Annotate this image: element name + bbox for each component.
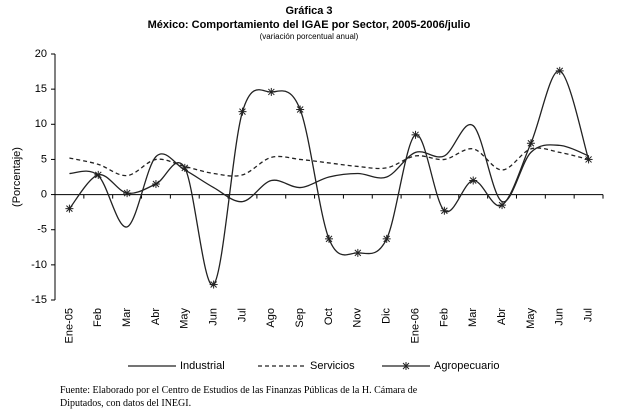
legend-label: Agropecuario — [434, 360, 499, 372]
marker-stroke — [267, 88, 275, 96]
point-marker — [151, 180, 160, 189]
marker-stroke — [402, 362, 410, 370]
y-tick-label: -10 — [31, 259, 47, 271]
point-marker — [353, 248, 362, 257]
marker-stroke — [296, 106, 304, 113]
x-tick-label: Ene-05 — [63, 308, 75, 343]
series-line — [69, 147, 589, 177]
chart-title: Gráfica 3 — [285, 5, 332, 17]
x-tick-label: Nov — [352, 308, 364, 328]
marker-stroke — [354, 249, 362, 257]
point-marker — [584, 155, 593, 164]
legend-marker — [402, 362, 410, 370]
point-marker — [267, 87, 276, 96]
marker-stroke — [469, 177, 477, 184]
point-marker — [296, 105, 305, 114]
marker-stroke — [498, 201, 506, 209]
point-marker — [382, 234, 391, 243]
x-tick-label: Dic — [381, 308, 393, 324]
marker-stroke — [383, 235, 391, 243]
x-tick-label: May — [525, 308, 537, 329]
marker-stroke — [152, 180, 160, 188]
chart-subtitle: México: Comportamiento del IGAE por Sect… — [148, 19, 471, 31]
x-tick-label: Ene-06 — [409, 308, 421, 343]
y-tick-label: 0 — [41, 188, 47, 200]
chart-subtitle: (variación porcentual anual) — [260, 32, 359, 41]
y-axis-label: (Porcentaje) — [11, 147, 23, 207]
point-marker — [209, 280, 218, 289]
marker-stroke — [585, 156, 592, 163]
point-marker — [94, 170, 103, 179]
marker-stroke — [527, 139, 535, 147]
x-tick-label: Jun — [554, 308, 566, 326]
x-tick-label: Jul — [582, 308, 594, 322]
marker-stroke — [325, 235, 333, 243]
x-tick-label: May — [179, 308, 191, 329]
x-tick-label: Mar — [467, 308, 479, 327]
x-tick-label: Sep — [294, 308, 306, 328]
point-marker — [123, 189, 132, 198]
x-tick-label: Oct — [323, 308, 335, 325]
x-tick-label: Abr — [496, 308, 508, 325]
y-tick-label: -15 — [31, 294, 47, 306]
x-tick-label: Abr — [150, 308, 162, 325]
y-tick-label: 10 — [35, 118, 47, 130]
y-tick-label: 5 — [41, 153, 47, 165]
marker-stroke — [556, 67, 564, 75]
legend-label: Industrial — [180, 360, 225, 372]
y-tick-label: -5 — [37, 224, 47, 236]
marker-stroke — [66, 205, 73, 212]
point-marker — [65, 204, 74, 213]
x-tick-label: Jun — [208, 308, 220, 326]
marker-stroke — [412, 131, 419, 139]
series-line — [69, 123, 589, 228]
source-note: Fuente: Elaborado por el Centro de Estud… — [60, 385, 418, 396]
marker-stroke — [441, 207, 448, 215]
point-marker — [555, 66, 564, 75]
point-marker — [498, 201, 507, 210]
x-tick-label: Mar — [121, 308, 133, 327]
x-tick-label: Ago — [265, 308, 277, 328]
x-tick-label: Feb — [438, 308, 450, 327]
source-note: Diputados, con datos del INEGI. — [60, 398, 191, 409]
x-tick-label: Feb — [92, 308, 104, 327]
marker-stroke — [123, 189, 131, 197]
point-marker — [411, 130, 420, 139]
point-marker — [180, 163, 189, 172]
y-tick-label: 20 — [35, 48, 47, 60]
legend-label: Servicios — [310, 360, 355, 372]
y-tick-label: 15 — [35, 83, 47, 95]
marker-stroke — [210, 281, 217, 288]
x-tick-label: Jul — [236, 308, 248, 322]
point-marker — [526, 139, 535, 148]
marker-stroke — [239, 108, 246, 115]
point-marker — [440, 206, 449, 215]
point-marker — [469, 176, 478, 185]
point-marker — [325, 234, 333, 243]
marker-stroke — [94, 171, 102, 179]
marker-stroke — [181, 164, 189, 172]
point-marker — [238, 107, 247, 116]
series-line — [68, 70, 590, 286]
